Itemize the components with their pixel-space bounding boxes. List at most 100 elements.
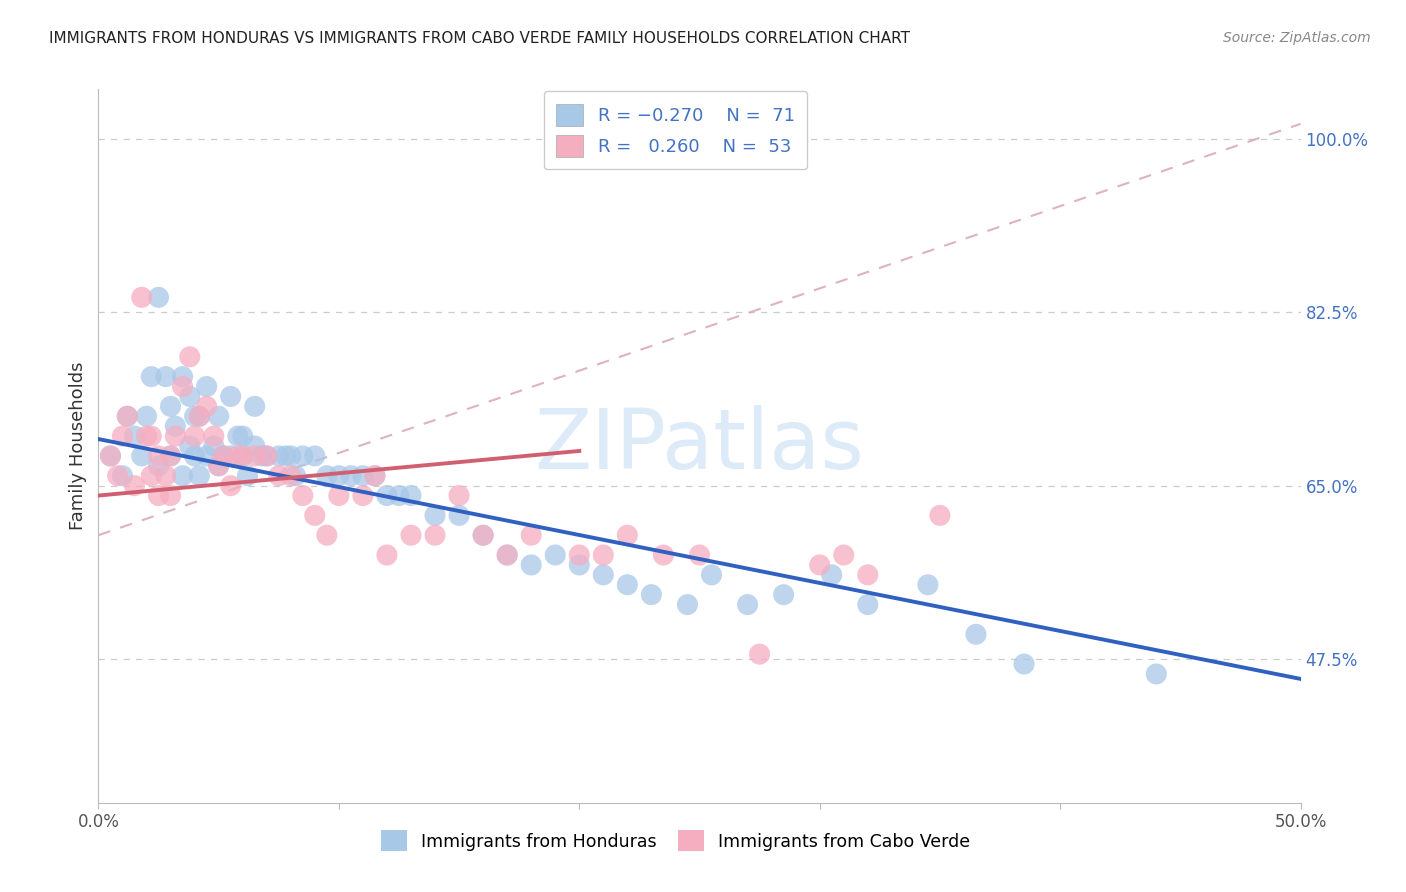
Point bbox=[917, 578, 939, 592]
Point bbox=[208, 458, 231, 473]
Point bbox=[148, 489, 170, 503]
Point bbox=[291, 449, 314, 463]
Point bbox=[179, 350, 201, 364]
Point bbox=[141, 468, 163, 483]
Point bbox=[195, 379, 218, 393]
Point bbox=[496, 548, 519, 562]
Point bbox=[135, 409, 157, 424]
Point bbox=[280, 449, 302, 463]
Point bbox=[202, 429, 225, 443]
Point bbox=[188, 468, 211, 483]
Point bbox=[352, 468, 374, 483]
Point bbox=[375, 548, 398, 562]
Point bbox=[179, 389, 201, 403]
Point bbox=[179, 439, 201, 453]
Point bbox=[219, 389, 242, 403]
Point bbox=[689, 548, 711, 562]
Point bbox=[328, 489, 350, 503]
Point bbox=[304, 508, 326, 523]
Point bbox=[165, 419, 187, 434]
Point bbox=[496, 548, 519, 562]
Point bbox=[124, 429, 146, 443]
Point bbox=[208, 409, 231, 424]
Point bbox=[256, 449, 278, 463]
Point bbox=[315, 528, 337, 542]
Point bbox=[219, 449, 242, 463]
Text: ZIPatlas: ZIPatlas bbox=[534, 406, 865, 486]
Point bbox=[364, 468, 387, 483]
Point bbox=[592, 548, 614, 562]
Point bbox=[592, 567, 614, 582]
Point bbox=[188, 409, 211, 424]
Point bbox=[640, 588, 662, 602]
Point bbox=[159, 489, 181, 503]
Point bbox=[472, 528, 495, 542]
Point bbox=[274, 449, 297, 463]
Point bbox=[447, 508, 470, 523]
Point bbox=[256, 449, 278, 463]
Point bbox=[159, 400, 181, 414]
Point bbox=[155, 468, 177, 483]
Point bbox=[165, 429, 187, 443]
Point bbox=[544, 548, 567, 562]
Point bbox=[291, 489, 314, 503]
Point bbox=[520, 558, 543, 572]
Point bbox=[172, 379, 194, 393]
Point bbox=[1144, 667, 1167, 681]
Point bbox=[141, 429, 163, 443]
Point bbox=[616, 528, 638, 542]
Point bbox=[155, 369, 177, 384]
Point bbox=[399, 528, 422, 542]
Point bbox=[172, 369, 194, 384]
Point bbox=[965, 627, 987, 641]
Point bbox=[111, 468, 134, 483]
Point bbox=[212, 449, 235, 463]
Point bbox=[159, 449, 181, 463]
Point bbox=[141, 369, 163, 384]
Point bbox=[423, 528, 446, 542]
Point bbox=[520, 528, 543, 542]
Point bbox=[183, 409, 205, 424]
Point bbox=[188, 409, 211, 424]
Point bbox=[124, 478, 146, 492]
Point bbox=[202, 439, 225, 453]
Point bbox=[808, 558, 831, 572]
Point bbox=[183, 449, 205, 463]
Point bbox=[148, 458, 170, 473]
Point bbox=[183, 429, 205, 443]
Point bbox=[219, 478, 242, 492]
Point bbox=[700, 567, 723, 582]
Point bbox=[340, 468, 363, 483]
Point bbox=[236, 468, 259, 483]
Point bbox=[117, 409, 139, 424]
Point bbox=[423, 508, 446, 523]
Point bbox=[676, 598, 699, 612]
Point bbox=[135, 429, 157, 443]
Point bbox=[447, 489, 470, 503]
Point bbox=[737, 598, 759, 612]
Point bbox=[195, 400, 218, 414]
Point bbox=[375, 489, 398, 503]
Point bbox=[304, 449, 326, 463]
Point bbox=[159, 449, 181, 463]
Point bbox=[226, 429, 249, 443]
Point bbox=[107, 468, 129, 483]
Point bbox=[111, 429, 134, 443]
Point bbox=[250, 449, 273, 463]
Point bbox=[226, 449, 249, 463]
Y-axis label: Family Households: Family Households bbox=[69, 362, 87, 530]
Point bbox=[616, 578, 638, 592]
Point bbox=[568, 548, 591, 562]
Point bbox=[212, 449, 235, 463]
Point bbox=[832, 548, 855, 562]
Point bbox=[284, 468, 307, 483]
Point bbox=[772, 588, 794, 602]
Point bbox=[131, 449, 153, 463]
Point bbox=[148, 290, 170, 304]
Point bbox=[364, 468, 387, 483]
Point bbox=[856, 567, 879, 582]
Text: Source: ZipAtlas.com: Source: ZipAtlas.com bbox=[1223, 31, 1371, 45]
Point bbox=[399, 489, 422, 503]
Point bbox=[821, 567, 844, 582]
Point bbox=[856, 598, 879, 612]
